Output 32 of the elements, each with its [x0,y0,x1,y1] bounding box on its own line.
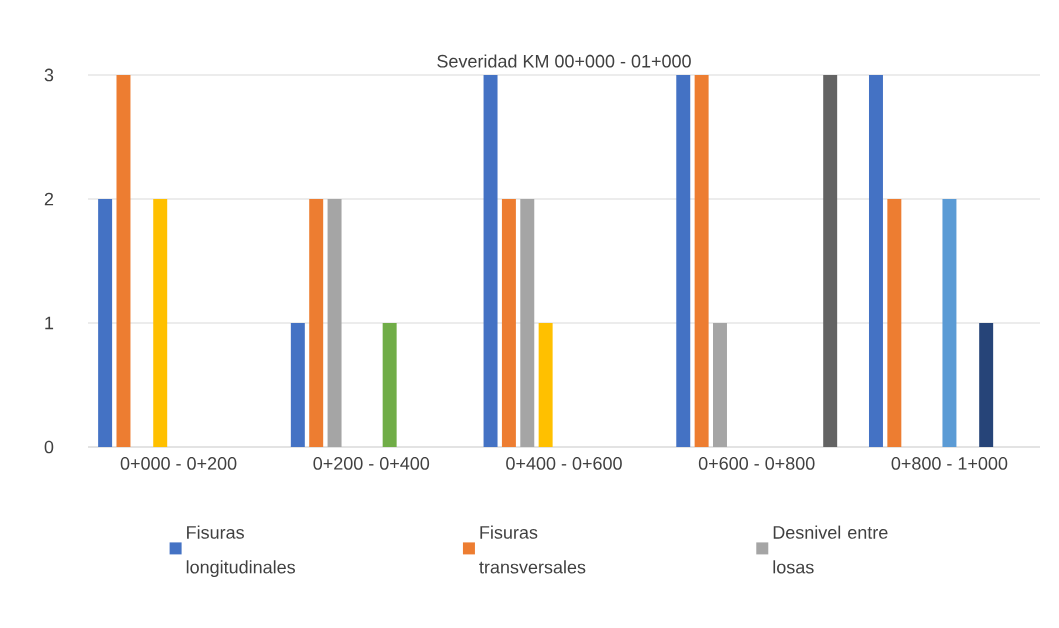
y-tick-label: 3 [44,68,54,82]
bar [327,199,342,447]
bar [676,74,691,447]
bar [942,199,957,447]
bar [116,74,131,447]
bar [98,199,113,447]
bar [979,323,994,447]
bar [887,199,902,447]
bar [153,199,168,447]
legend-label: Fisuras longitudinales [186,525,295,578]
bar [483,74,498,447]
bar [538,323,553,447]
x-tick-label: 0+000 - 0+200 [120,457,237,470]
y-tick-label: 0 [44,440,54,454]
bar [694,74,709,447]
bar [868,74,883,447]
bar [713,323,727,447]
bar [290,323,305,447]
y-tick-label: 1 [45,316,54,330]
bar [520,199,535,447]
bar [382,323,397,447]
y-tick-label: 2 [44,192,54,206]
legend-label: Fisuras transversales [479,525,586,574]
x-tick-label: 0+800 - 1+000 [891,457,1008,470]
x-tick-label: 0+400 - 0+600 [506,457,622,470]
bar [501,199,516,447]
x-tick-label: 0+600 - 0+800 [698,457,815,470]
legend-label: Desnivel entre losas [773,525,888,574]
bar [823,74,838,447]
bar [309,199,324,447]
x-tick-label: 0+200 - 0+400 [313,457,430,470]
chart-title: Severidad KM 00+000 - 01+000 [437,54,691,68]
